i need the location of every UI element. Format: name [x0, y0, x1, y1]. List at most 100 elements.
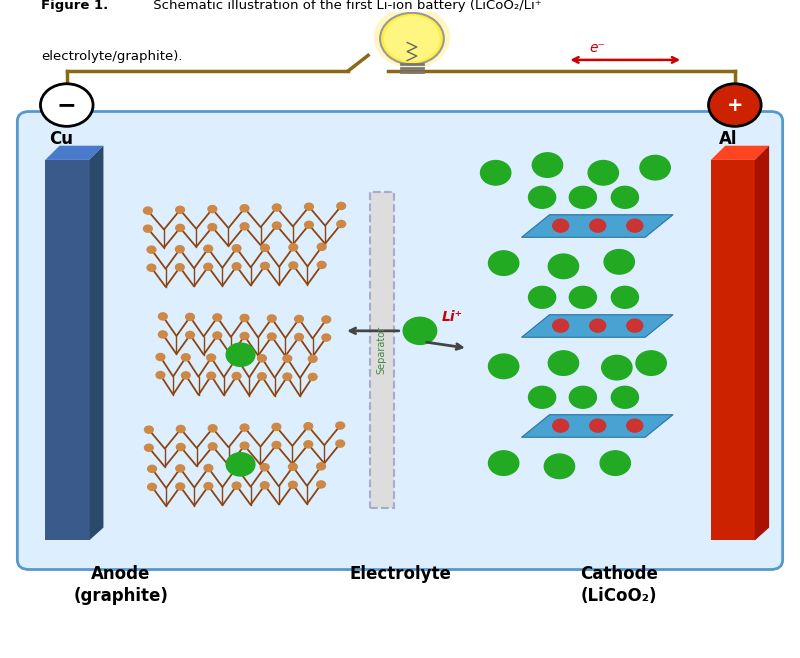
Circle shape: [489, 251, 518, 275]
Circle shape: [553, 319, 569, 332]
Circle shape: [305, 203, 314, 211]
Circle shape: [529, 286, 556, 308]
Circle shape: [283, 373, 292, 380]
Circle shape: [636, 351, 666, 375]
Circle shape: [272, 442, 281, 449]
Circle shape: [553, 419, 569, 432]
Polygon shape: [46, 145, 103, 160]
Circle shape: [204, 482, 213, 490]
Circle shape: [208, 205, 217, 213]
Circle shape: [176, 224, 185, 232]
Circle shape: [145, 426, 154, 433]
Circle shape: [294, 334, 303, 341]
Circle shape: [182, 354, 190, 361]
Circle shape: [640, 155, 670, 180]
Circle shape: [590, 219, 606, 232]
Text: e⁻: e⁻: [590, 41, 606, 55]
Circle shape: [590, 319, 606, 332]
Circle shape: [207, 354, 215, 361]
Circle shape: [156, 372, 165, 378]
Circle shape: [570, 386, 597, 408]
Text: Separator: Separator: [377, 326, 386, 374]
Circle shape: [147, 246, 156, 253]
Circle shape: [232, 263, 241, 270]
Circle shape: [267, 315, 276, 322]
Circle shape: [305, 221, 314, 228]
Polygon shape: [522, 415, 673, 438]
Circle shape: [272, 222, 281, 229]
Circle shape: [317, 463, 326, 470]
Circle shape: [532, 153, 562, 177]
Circle shape: [294, 315, 303, 322]
Circle shape: [267, 333, 276, 340]
Text: (LiCoO₂): (LiCoO₂): [581, 587, 658, 605]
Circle shape: [318, 261, 326, 268]
Circle shape: [232, 464, 241, 471]
Circle shape: [529, 386, 556, 408]
Circle shape: [208, 425, 217, 432]
Circle shape: [611, 286, 638, 308]
Circle shape: [304, 422, 313, 430]
Circle shape: [175, 245, 184, 253]
Circle shape: [627, 419, 642, 432]
Circle shape: [261, 263, 270, 269]
Circle shape: [374, 7, 450, 68]
Polygon shape: [522, 215, 673, 238]
Circle shape: [403, 317, 437, 344]
Circle shape: [148, 465, 157, 472]
Circle shape: [208, 443, 217, 450]
Circle shape: [240, 442, 249, 449]
Circle shape: [182, 372, 190, 379]
Bar: [46, 160, 89, 540]
Text: Anode: Anode: [91, 565, 150, 583]
Circle shape: [186, 313, 194, 320]
Circle shape: [283, 355, 292, 362]
Circle shape: [240, 205, 249, 212]
Circle shape: [548, 351, 578, 375]
Circle shape: [272, 204, 281, 211]
Circle shape: [240, 223, 249, 230]
Circle shape: [226, 453, 255, 476]
Circle shape: [611, 186, 638, 209]
Circle shape: [145, 444, 154, 451]
Circle shape: [627, 219, 642, 232]
Circle shape: [308, 355, 317, 363]
Text: Electrolyte: Electrolyte: [349, 565, 451, 583]
Circle shape: [158, 313, 167, 320]
Circle shape: [156, 353, 165, 361]
Circle shape: [336, 422, 345, 429]
FancyBboxPatch shape: [18, 111, 782, 570]
Circle shape: [548, 254, 578, 278]
Bar: [711, 160, 754, 540]
Circle shape: [304, 441, 313, 448]
Text: (graphite): (graphite): [74, 587, 169, 605]
Circle shape: [240, 315, 249, 322]
Circle shape: [570, 286, 597, 308]
Text: Al: Al: [719, 130, 738, 148]
Circle shape: [204, 465, 213, 472]
Circle shape: [226, 343, 255, 367]
Circle shape: [176, 483, 185, 490]
Circle shape: [337, 220, 346, 228]
Circle shape: [240, 424, 249, 431]
Circle shape: [261, 244, 270, 251]
Circle shape: [208, 224, 217, 231]
Circle shape: [336, 440, 345, 447]
Circle shape: [590, 419, 606, 432]
Circle shape: [489, 451, 518, 475]
Circle shape: [317, 481, 326, 488]
Text: electrolyte/graphite).: electrolyte/graphite).: [42, 50, 182, 63]
Circle shape: [600, 451, 630, 475]
Circle shape: [148, 484, 157, 490]
Circle shape: [176, 206, 185, 213]
Circle shape: [232, 245, 241, 252]
Circle shape: [481, 161, 511, 185]
Text: Li⁺: Li⁺: [442, 310, 462, 324]
Circle shape: [322, 316, 330, 323]
Circle shape: [489, 354, 518, 378]
Circle shape: [544, 454, 574, 478]
Circle shape: [289, 244, 298, 251]
Circle shape: [143, 225, 152, 232]
Bar: [370, 192, 394, 508]
Circle shape: [627, 319, 642, 332]
